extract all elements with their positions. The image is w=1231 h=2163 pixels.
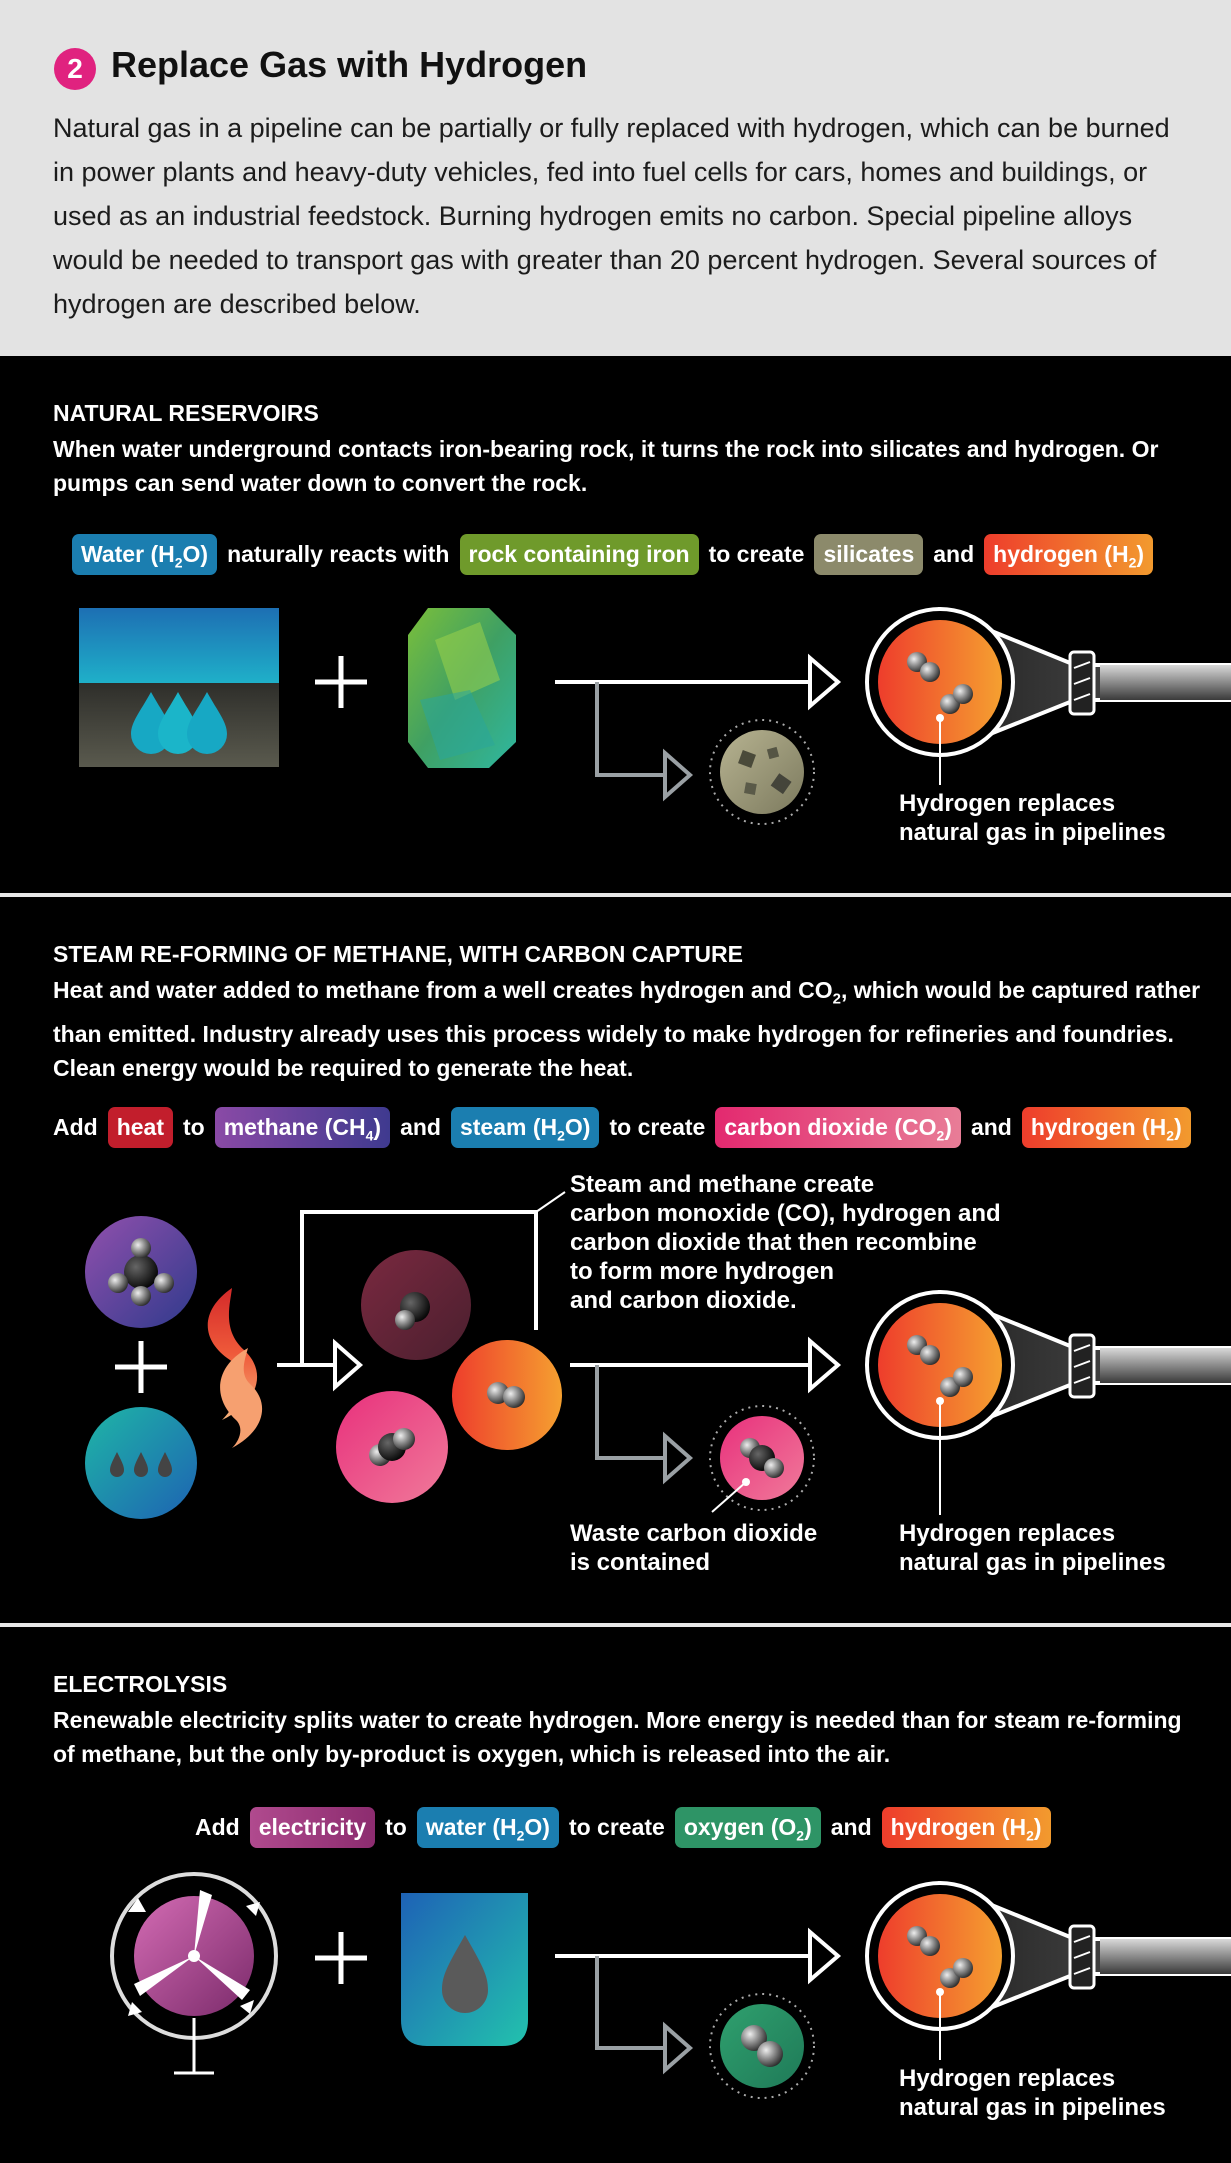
section-description: Renewable electricity splits water to cr… bbox=[53, 1707, 1182, 1767]
byproduct-arrow bbox=[595, 682, 694, 802]
pill-methane: methane (CH4) bbox=[214, 1107, 391, 1148]
methane-molecule-icon bbox=[85, 1216, 197, 1328]
section-divider bbox=[0, 893, 1231, 897]
pill-hydrogen: hydrogen (H2) bbox=[1021, 1107, 1191, 1148]
contained-co2-icon bbox=[709, 1405, 815, 1513]
equation-word: and bbox=[830, 1814, 872, 1840]
plus-icon bbox=[115, 1341, 167, 1393]
section-title-electrolysis: ELECTROLYSIS bbox=[53, 1671, 228, 1697]
water-cup-icon bbox=[401, 1893, 528, 2046]
pill-heat: heat bbox=[107, 1107, 174, 1148]
step-number-badge: 2 bbox=[54, 48, 96, 90]
pipeline-caption: Hydrogen replaces natural gas in pipeline… bbox=[899, 2065, 1166, 2121]
equation-word: to create bbox=[609, 1114, 706, 1140]
heat-flame-icon bbox=[207, 1288, 263, 1448]
waste-caption: Waste carbon dioxide is contained bbox=[570, 1520, 818, 1576]
pipeline-caption: Hydrogen replaces natural gas in pipeline… bbox=[899, 1520, 1166, 1576]
wind-turbine-icon bbox=[110, 1872, 278, 2075]
pill-water: water (H2O) bbox=[416, 1807, 559, 1848]
silicates-icon bbox=[709, 719, 815, 825]
flow-arrows bbox=[555, 1927, 842, 1985]
page-title: Replace Gas with Hydrogen bbox=[111, 44, 588, 85]
pill-carbon-dioxide: carbon dioxide (CO2) bbox=[715, 1107, 961, 1148]
equation-word: to bbox=[183, 1114, 205, 1140]
equation-word: and bbox=[970, 1114, 1012, 1140]
pipeline-icon bbox=[865, 1881, 1231, 2060]
intro-text: Natural gas in a pipeline can be partial… bbox=[53, 113, 1170, 319]
pipeline-icon bbox=[865, 607, 1231, 785]
pipeline-caption: Hydrogen replaces natural gas in pipeline… bbox=[899, 790, 1166, 846]
byproduct-arrow bbox=[595, 1956, 694, 2075]
reaction-equation: Water (H2O) naturally reacts with rock c… bbox=[72, 534, 1154, 575]
reaction-equation: Add electricity to water (H2O) to create… bbox=[195, 1807, 1051, 1848]
pill-hydrogen: hydrogen (H2) bbox=[881, 1807, 1051, 1848]
section-description: When water underground contacts iron-bea… bbox=[53, 436, 1159, 496]
equation-word: naturally reacts with bbox=[227, 541, 450, 567]
pill-electricity: electricity bbox=[249, 1807, 376, 1848]
hydrogen-molecule-icon bbox=[452, 1340, 562, 1450]
intro-panel: 2 Replace Gas with Hydrogen Natural gas … bbox=[0, 0, 1231, 356]
pill-hydrogen: hydrogen (H2) bbox=[984, 534, 1154, 575]
carbon-monoxide-icon bbox=[361, 1250, 471, 1360]
equation-word: Add bbox=[53, 1114, 98, 1140]
section-description: Heat and water added to methane from a w… bbox=[53, 977, 1201, 1081]
pill-water: Water (H2O) bbox=[72, 534, 218, 575]
equation-word: and bbox=[933, 541, 975, 567]
pill-rock-containing-iron: rock containing iron bbox=[459, 534, 699, 575]
pill-steam: steam (H2O) bbox=[450, 1107, 600, 1148]
pill-silicates: silicates bbox=[814, 534, 924, 575]
section-divider bbox=[0, 1623, 1231, 1627]
plus-icon bbox=[315, 656, 367, 708]
plus-icon bbox=[315, 1932, 367, 1984]
iron-rock-icon bbox=[408, 608, 516, 768]
flow-arrows bbox=[555, 653, 842, 711]
oxygen-molecule-icon bbox=[709, 1993, 815, 2099]
section-title-natural-reservoirs: NATURAL RESERVOIRS bbox=[53, 400, 319, 426]
equation-word: to create bbox=[568, 1814, 665, 1840]
equation-word: to bbox=[385, 1814, 407, 1840]
reaction-equation: Add heat to methane (CH4) and steam (H2O… bbox=[53, 1107, 1191, 1148]
byproduct-arrow bbox=[595, 1365, 694, 1485]
process-note: Steam and methane create carbon monoxide … bbox=[570, 1171, 1001, 1314]
equation-word: to create bbox=[708, 541, 805, 567]
steam-water-icon bbox=[85, 1407, 197, 1519]
equation-word: and bbox=[400, 1114, 441, 1140]
underground-water-icon bbox=[79, 608, 279, 767]
carbon-dioxide-molecule-icon bbox=[336, 1391, 448, 1503]
section-title-steam-reforming: STEAM RE-FORMING OF METHANE, WITH CARBON… bbox=[53, 941, 743, 967]
pipeline-icon bbox=[865, 1290, 1231, 1515]
equation-word: Add bbox=[195, 1814, 240, 1840]
pill-oxygen: oxygen (O2) bbox=[674, 1807, 821, 1848]
